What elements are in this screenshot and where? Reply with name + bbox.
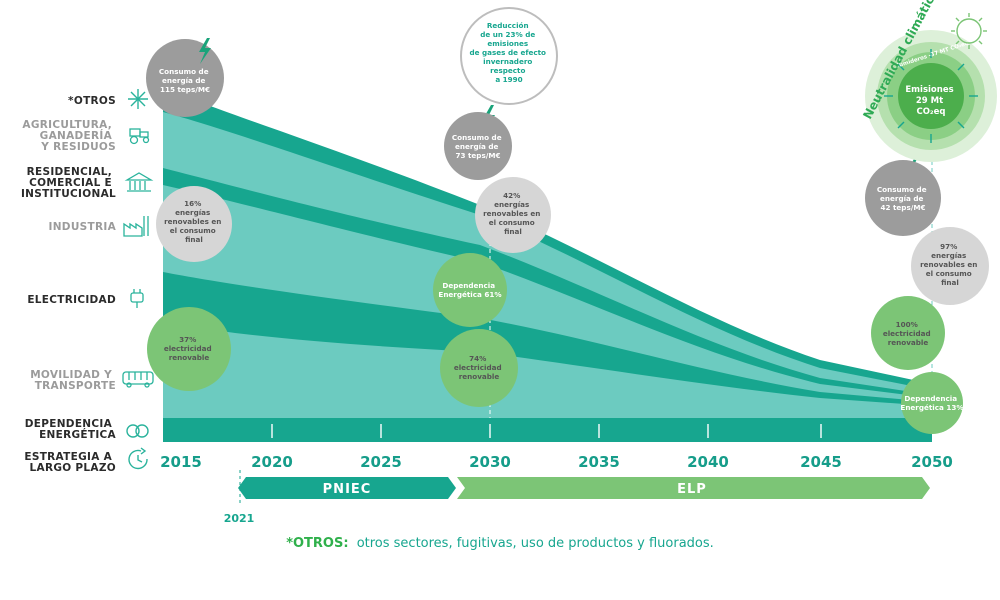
clock-icon <box>128 447 148 470</box>
band-movilidad <box>163 322 932 418</box>
label-agri: AGRICULTURA, GANADERÍA Y RESIDUOS <box>22 119 116 153</box>
building-icon <box>124 172 154 192</box>
year-2021: 2021 <box>224 512 255 525</box>
timeline-bar <box>163 418 932 442</box>
svg-text:16% energías renov: 16% energías renovables en el consumo fi… <box>164 199 224 244</box>
sector-labels: *OTROS AGRICULTURA, GANADERÍA Y RESIDUOS… <box>21 89 154 474</box>
svg-text:42% energías renov: 42% energías renovables en el consumo fi… <box>483 191 543 236</box>
bubble-2050-dep: Dependencia Energética 13% <box>900 372 964 434</box>
svg-text:97% energías renov: 97% energías renovables en el consumo fi… <box>920 242 980 287</box>
bubble-2030-dep: Dependencia Energética 61% <box>433 253 507 327</box>
year-2030: 2030 <box>469 453 511 471</box>
bubble-2050-renew: 97% energías renovables en el consumo fi… <box>911 227 989 305</box>
year-axis: 2015 2020 2025 2030 2035 2040 2045 2050 <box>160 453 953 471</box>
label-industria: INDUSTRIA <box>49 221 117 233</box>
svg-text:Consumo de energía de: Consumo de energía de 73 teps/M€ <box>452 133 504 160</box>
svg-text:100% electricidad: 100% electricidad renovable <box>883 320 933 347</box>
tractor-icon <box>129 128 150 145</box>
year-2045: 2045 <box>800 453 842 471</box>
year-2050: 2050 <box>911 453 953 471</box>
phase-elp-arrow <box>457 477 930 499</box>
svg-text:74% electricidad r: 74% electricidad renovable <box>454 354 504 381</box>
climate-neutrality-globe: Emisiones 29 Mt CO₂eq Sumideros -37 MT C… <box>860 0 997 162</box>
phase-pniec-arrow <box>238 477 456 499</box>
svg-text:Dependencia Energética 6: Dependencia Energética 61% <box>438 281 501 299</box>
bubble-2015-elec: 37% electricidad renovable <box>147 307 231 391</box>
bubble-2030-renew: 42% energías renovables en el consumo fi… <box>475 177 551 253</box>
sector-bands <box>163 88 932 418</box>
factory-icon <box>123 216 149 237</box>
svg-text:Consumo de energía de: Consumo de energía de 42 teps/M€ <box>877 185 929 212</box>
lightning-icon <box>199 38 211 64</box>
year-2035: 2035 <box>578 453 620 471</box>
label-movilidad: MOVILIDAD Y TRANSPORTE <box>30 369 116 392</box>
label-estrategia: ESTRATEGIA A LARGO PLAZO <box>24 451 116 474</box>
bus-icon <box>122 371 154 388</box>
footnote: *OTROS: otros sectores, fugitivas, uso d… <box>286 536 714 551</box>
year-2015: 2015 <box>160 453 202 471</box>
svg-text:37% electricidad r: 37% electricidad renovable <box>164 335 214 362</box>
label-residencial: RESIDENCIAL, COMERCIAL E INSTITUCIONAL <box>21 166 116 200</box>
bubble-2030-energy: Consumo de energía de 73 teps/M€ <box>444 112 512 180</box>
timeline-ticks <box>271 424 822 438</box>
links-icon <box>126 424 149 438</box>
label-otros: *OTROS <box>68 95 116 107</box>
bubble-2050-energy: Consumo de energía de 42 teps/M€ <box>865 160 941 236</box>
bubble-2030-elec: 74% electricidad renovable <box>440 329 518 407</box>
emisiones-label: Emisiones 29 Mt CO₂eq <box>905 85 956 117</box>
phase-elp-label: ELP <box>677 482 707 497</box>
sun-icon <box>951 13 987 49</box>
bubble-2015-energy: Consumo de energía de 115 teps/M€ <box>146 39 224 117</box>
arrow-icons <box>884 49 978 143</box>
year-2020: 2020 <box>251 453 293 471</box>
label-dependencia: DEPENDENCIA ENERGÉTICA <box>25 418 117 441</box>
plug-icon <box>130 289 144 308</box>
svg-text:Dependencia Energética 1: Dependencia Energética 13% <box>900 394 963 412</box>
bubble-2015-renew: 16% energías renovables en el consumo fi… <box>156 186 232 262</box>
bubble-2030-ghg: Reducción de un 23% de emisiones de gase… <box>460 7 558 105</box>
label-electricidad: ELECTRICIDAD <box>27 294 116 306</box>
snowflake-icon <box>128 89 148 109</box>
svg-text:Consumo de energía de: Consumo de energía de 115 teps/M€ <box>159 67 211 94</box>
year-2025: 2025 <box>360 453 402 471</box>
year-2040: 2040 <box>687 453 729 471</box>
svg-text:Reducción de un 23% de: Reducción de un 23% de emisiones de gase… <box>470 21 549 84</box>
bubble-2050-elec: 100% electricidad renovable <box>871 296 945 370</box>
phase-pniec-label: PNIEC <box>323 482 372 497</box>
